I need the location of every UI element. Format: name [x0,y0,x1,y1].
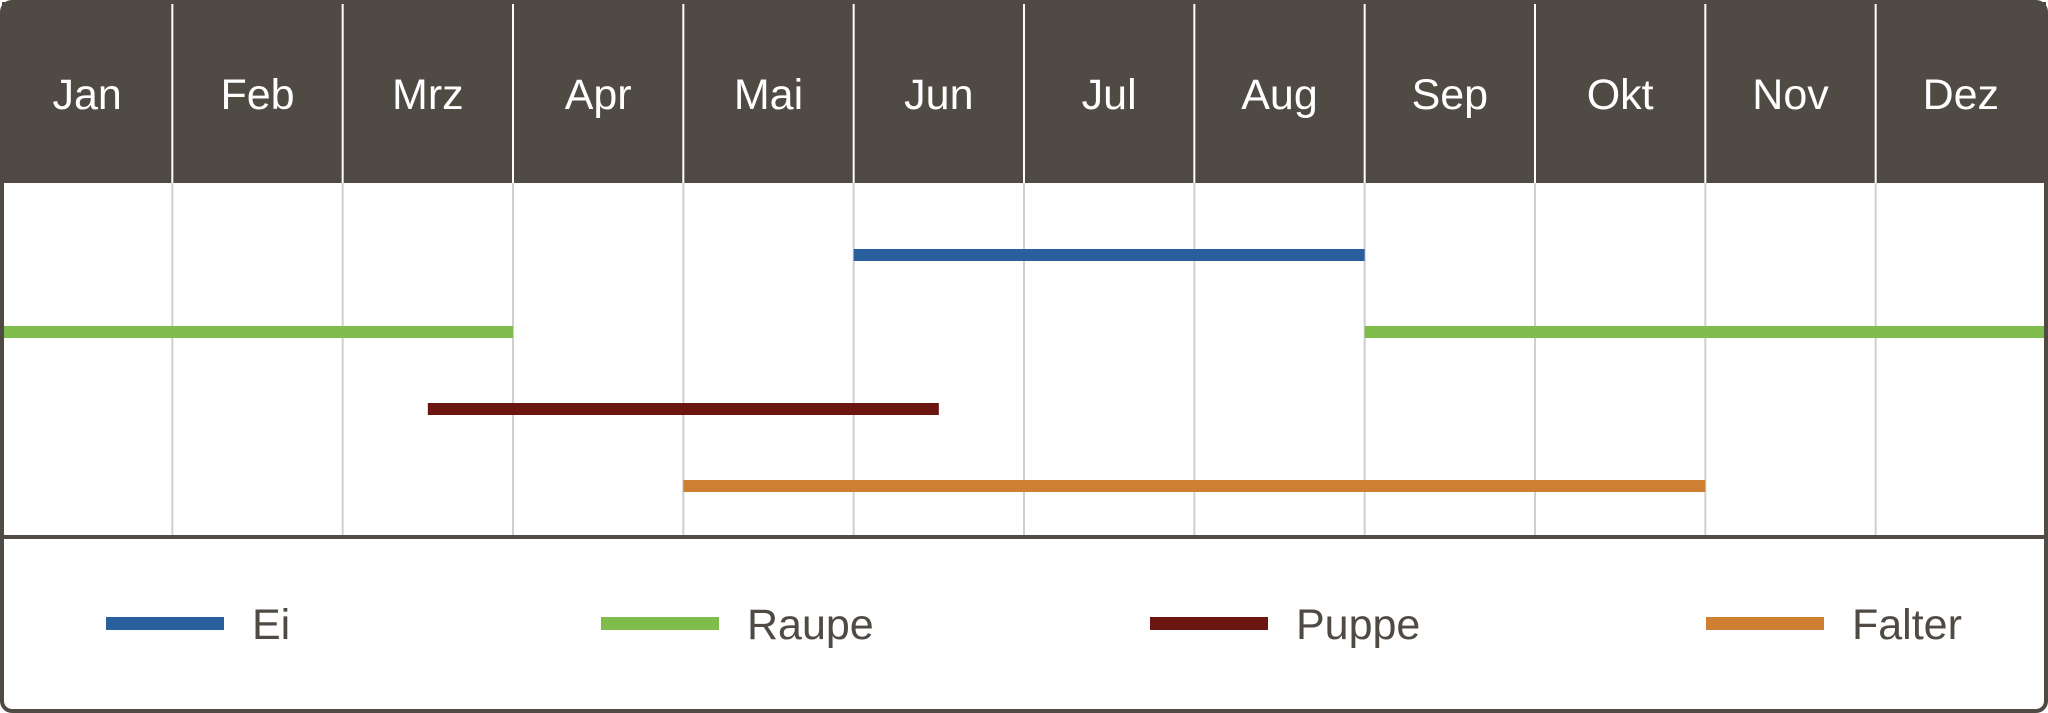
month-header-dividers [171,4,1877,183]
month-label: Jun [904,71,973,119]
legend-swatch [106,617,224,630]
month-label: Mrz [392,71,464,119]
phase-bar [683,480,1706,492]
month-label: Dez [1923,71,1999,119]
month-label: Feb [220,71,294,119]
phase-bar [853,249,1365,261]
month-label: Okt [1587,71,1654,119]
legend-swatch [601,617,719,630]
month-label: Apr [565,71,632,119]
month-label: Sep [1412,71,1489,119]
month-label: Jan [52,71,121,119]
legend-label: Ei [252,601,290,649]
grid-lines [171,183,1877,537]
phase-bar [427,403,939,415]
phase-bar [2,326,513,338]
month-labels: Jan Feb Mrz Apr Mai Jun Jul Aug Sep Okt Nov Dez [52,71,1999,119]
month-label: Mai [734,71,803,119]
legend-label: Falter [1852,601,1962,649]
legend-swatch [1706,617,1824,630]
legend-swatch [1150,617,1268,630]
legend: Ei Raupe Puppe Falter [106,601,1962,649]
phase-bars [2,249,2046,492]
legend-label: Raupe [747,601,874,649]
phase-bar [1364,326,2046,338]
month-label: Nov [1752,71,1829,119]
month-label: Jul [1082,71,1137,119]
legend-label: Puppe [1296,601,1420,649]
month-label: Aug [1241,71,1318,119]
